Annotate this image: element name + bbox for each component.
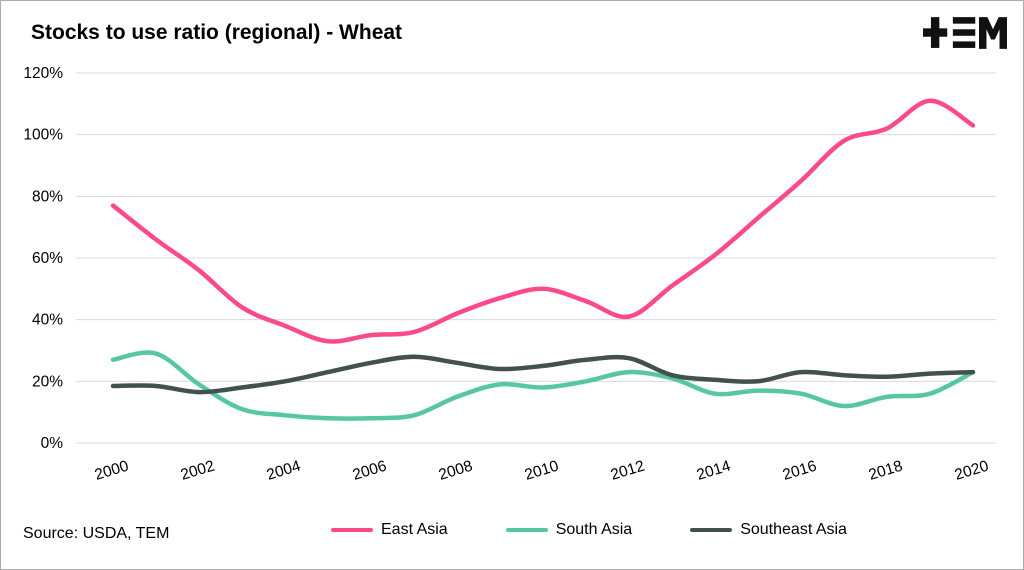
x-tick-label-2000: 2000: [93, 457, 131, 483]
legend-swatch-east-asia: [331, 528, 373, 532]
y-tick-label-100: 100%: [23, 127, 63, 144]
legend-swatch-southeast-asia: [690, 528, 733, 532]
line-chart: 0% 20% 40% 60% 80% 100% 120% 2000 2002 2004 2006 20…: [23, 65, 996, 484]
legend-item-east-asia: East Asia: [331, 521, 448, 539]
y-tick-label-80: 80%: [32, 188, 63, 205]
legend-item-south-asia: South Asia: [505, 521, 633, 539]
legend-label-south-asia: South Asia: [555, 521, 633, 538]
x-tick-label-2014: 2014: [695, 457, 733, 483]
tem-logo: [923, 13, 1007, 53]
legend-item-southeast-asia: Southeast Asia: [690, 521, 847, 539]
tem-logo-graphic: [923, 17, 1007, 49]
x-tick-label-2008: 2008: [437, 458, 475, 484]
legend-label-southeast-asia: Southeast Asia: [740, 521, 847, 538]
legend-swatch-south-asia: [505, 528, 548, 532]
x-tick-label-2018: 2018: [867, 458, 905, 484]
menu-bars-icon: [952, 17, 976, 48]
x-tick-label-2002: 2002: [179, 458, 217, 484]
series-line-south-asia: [110, 350, 976, 421]
y-tick-label-20: 20%: [32, 373, 63, 390]
y-tick-label-120: 120%: [23, 65, 63, 82]
legend-label-east-asia: East Asia: [381, 521, 448, 538]
plus-icon: [923, 17, 948, 48]
x-tick-label-2012: 2012: [609, 458, 647, 484]
x-tick-label-2004: 2004: [265, 457, 303, 483]
x-tick-label-2020: 2020: [953, 457, 991, 483]
series-line-southeast-asia: [110, 354, 976, 395]
page-title: Stocks to use ratio (regional) - Wheat: [31, 21, 403, 44]
x-tick-label-2016: 2016: [781, 458, 819, 484]
y-tick-label-60: 60%: [32, 250, 63, 267]
y-tick-label-40: 40%: [32, 312, 63, 329]
y-tick-label-0: 0%: [41, 435, 64, 452]
x-tick-label-2006: 2006: [351, 458, 389, 484]
letter-m-icon: [979, 17, 1007, 49]
chart-legend: East Asia South Asia Southeast Asia: [331, 521, 847, 539]
source-note: Source: USDA, TEM: [23, 525, 170, 542]
x-tick-label-2010: 2010: [523, 457, 561, 483]
series-line-east-asia: [110, 98, 976, 344]
